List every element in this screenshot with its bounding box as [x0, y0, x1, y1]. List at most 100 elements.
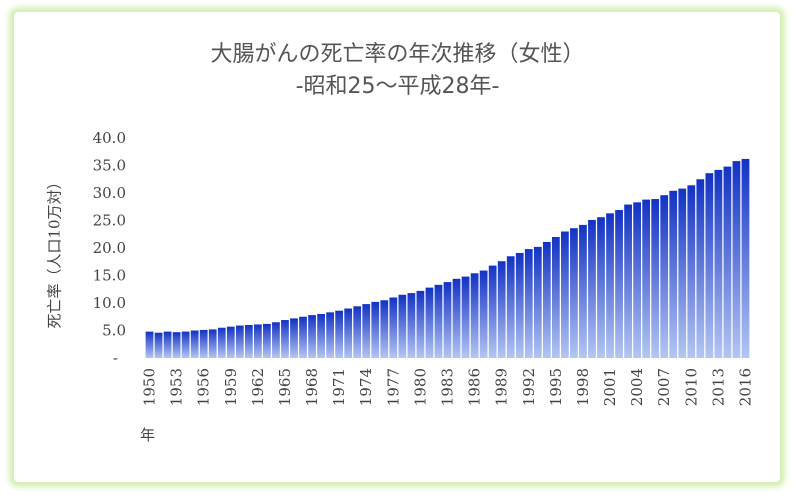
bar-1994	[542, 241, 551, 358]
bar-2010	[687, 185, 696, 358]
x-tick-label: 1971	[330, 368, 348, 406]
bar-1956	[199, 329, 208, 358]
bar-1960	[235, 325, 244, 358]
bar-1982	[434, 284, 443, 358]
x-tick-label: 1965	[276, 368, 294, 406]
x-tick-label: 1992	[520, 368, 538, 406]
bar-1987	[479, 270, 488, 358]
bar-1962	[253, 324, 262, 358]
bar-2016	[741, 158, 750, 358]
bar-1977	[389, 297, 398, 358]
bar-2007	[660, 195, 669, 358]
bar-2000	[597, 217, 605, 358]
bar-2015	[732, 161, 741, 358]
bar-1998	[579, 224, 587, 358]
bar-2004	[633, 202, 642, 358]
bar-1969	[317, 314, 325, 358]
bar-1972	[344, 308, 353, 358]
bar-2008	[669, 190, 678, 358]
chart-subtitle: -昭和25〜平成28年-	[295, 74, 500, 99]
bar-1974	[362, 304, 371, 358]
x-tick-label: 1983	[439, 368, 457, 406]
bar-1993	[533, 246, 542, 358]
bar-1976	[380, 300, 389, 358]
x-tick-label: 1998	[574, 368, 592, 406]
bar-2013	[714, 169, 723, 358]
bar-1961	[244, 325, 253, 358]
bar-1981	[425, 287, 434, 358]
bar-1986	[470, 273, 479, 358]
bar-1965	[281, 320, 289, 358]
bar-1953	[172, 332, 181, 358]
bar-2001	[606, 213, 614, 358]
y-tick-label: 35.0	[93, 157, 126, 175]
bar-1954	[181, 331, 190, 358]
x-tick-label: 1956	[195, 368, 213, 406]
x-tick-label: 2010	[682, 368, 700, 406]
x-tick-label: 2013	[709, 368, 727, 406]
bar-1985	[461, 276, 470, 358]
bar-1978	[398, 294, 407, 358]
bar-1991	[515, 252, 524, 358]
x-tick-label: 1977	[384, 368, 402, 406]
bar-1990	[506, 256, 515, 358]
y-tick-label: 25.0	[93, 212, 126, 230]
bar-1992	[524, 249, 533, 358]
bar-1975	[371, 301, 380, 358]
bar-1958	[217, 327, 226, 358]
y-tick-label: 20.0	[93, 239, 126, 257]
x-tick-label: 1989	[493, 368, 511, 406]
bar-1996	[561, 231, 569, 358]
bar-1988	[488, 265, 497, 358]
x-tick-label: 1950	[141, 368, 159, 406]
bar-1997	[570, 228, 578, 358]
x-axis-label: 年	[140, 426, 156, 444]
bar-1950	[145, 331, 154, 358]
bar-1999	[588, 219, 596, 358]
y-tick-label: 30.0	[93, 184, 126, 202]
x-tick-label: 1953	[168, 368, 186, 406]
bar-1984	[452, 278, 461, 358]
y-tick-labels: - 5.0 10.0 15.0 20.0 25.0 30.0 35.0 40.0	[93, 129, 126, 367]
bar-1995	[551, 237, 560, 358]
y-tick-label: 10.0	[93, 294, 126, 312]
chart-title: 大腸がんの死亡率の年次推移（女性）	[210, 42, 585, 67]
x-tick-label: 2016	[736, 368, 754, 406]
x-tick-label: 1980	[411, 368, 429, 406]
y-tick-label: -	[113, 349, 118, 367]
bar-1970	[326, 312, 334, 358]
x-tick-label: 2007	[655, 368, 673, 406]
bar-1951	[154, 332, 163, 358]
bar-2006	[651, 199, 660, 358]
bar-1966	[290, 318, 298, 358]
bar-2014	[723, 166, 732, 358]
x-tick-label: 1986	[466, 368, 484, 406]
bar-2003	[624, 204, 632, 358]
x-tick-label: 1968	[303, 368, 321, 406]
bar-2011	[696, 179, 705, 358]
bar-1964	[272, 322, 280, 358]
y-tick-label: 40.0	[93, 129, 126, 147]
x-tick-label: 1959	[222, 368, 240, 406]
bar-2009	[678, 188, 687, 358]
y-tick-label: 5.0	[102, 322, 126, 340]
bar-1957	[208, 329, 217, 358]
bar-1971	[335, 310, 344, 358]
x-tick-label: 1974	[357, 368, 375, 406]
bar-1979	[407, 293, 416, 358]
x-tick-label: 2001	[601, 368, 619, 406]
bar-1983	[443, 282, 452, 358]
bar-1989	[497, 261, 506, 358]
bar-2005	[642, 199, 651, 358]
bars-group	[145, 158, 750, 358]
bar-1959	[226, 326, 235, 358]
bar-1952	[163, 331, 172, 358]
bar-1967	[299, 316, 307, 358]
x-tick-label: 2004	[628, 368, 646, 406]
bar-2012	[705, 173, 714, 358]
y-tick-label: 15.0	[93, 267, 126, 285]
x-tick-label: 1962	[249, 368, 267, 406]
x-tick-labels: 1950 1953 1956 1959 1962 1965 1968 1971 1974 1977…	[141, 368, 755, 406]
bar-1980	[416, 290, 425, 358]
